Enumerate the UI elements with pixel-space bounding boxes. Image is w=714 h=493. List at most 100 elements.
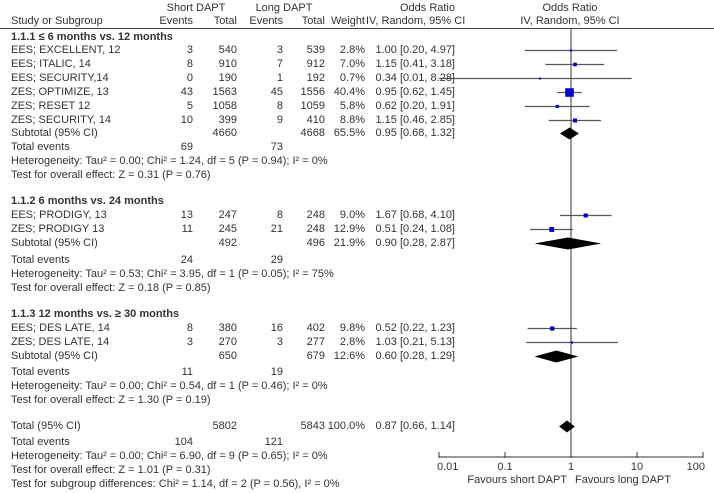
events-long: 8	[276, 100, 283, 112]
pooled-diamond	[534, 350, 579, 363]
weight: 2.8%	[339, 44, 365, 56]
events-long: 3	[276, 44, 283, 56]
total-long: 192	[306, 72, 325, 84]
odds-ratio-ci: 1.00 [0.20, 4.97]	[375, 44, 455, 56]
odds-ratio-ci: 0.90 [0.28, 2.87]	[375, 237, 455, 249]
events-long: 29	[270, 254, 283, 266]
events-long: 9	[276, 114, 283, 126]
odds-ratio-ci: 0.60 [0.28, 1.29]	[375, 350, 455, 362]
events-long: 19	[270, 366, 283, 378]
weight: 65.5%	[333, 127, 365, 139]
odds-ratio-ci: 1.15 [0.46, 2.85]	[375, 114, 455, 126]
total-short: 910	[218, 58, 237, 70]
events-short: 104	[174, 436, 193, 448]
odds-ratio-ci: 1.03 [0.21, 5.13]	[375, 336, 455, 348]
study-marker	[583, 213, 588, 218]
x-tick-label: 100	[687, 461, 705, 473]
odds-ratio-ci: 0.34 [0.01, 8.28]	[375, 72, 455, 84]
total-short: 650	[218, 350, 237, 362]
or-column-title: Odds Ratio	[399, 2, 455, 14]
weight: 21.9%	[333, 237, 365, 249]
odds-ratio-ci: 1.67 [0.68, 4.10]	[375, 209, 455, 221]
study-name: ZES; OPTIMIZE, 13	[11, 86, 109, 98]
study-name: EES; SECURITY,14	[11, 72, 109, 84]
events-short: 3	[186, 44, 193, 56]
total-long: 402	[306, 322, 325, 334]
events-short: 8	[186, 58, 193, 70]
overall-effect-text: Test for overall effect: Z = 0.18 (P = 0…	[11, 282, 211, 294]
total-short: 5802	[212, 420, 237, 432]
total-short: 1563	[212, 86, 237, 98]
study-name: ZES; SECURITY, 14	[11, 114, 112, 126]
x-tick-label: 0.01	[437, 461, 458, 473]
total-long: 1556	[300, 86, 325, 98]
or-column-sub: IV, Random, 95% CI	[366, 15, 466, 27]
study-marker	[550, 326, 555, 331]
total-long: 248	[306, 223, 325, 235]
total-events-label: Total events	[11, 254, 70, 266]
total-short: 270	[218, 336, 237, 348]
heterogeneity-text: Heterogeneity: Tau² = 0.00; Chi² = 1.24,…	[11, 155, 328, 167]
study-name: EES; ITALIC, 14	[11, 58, 91, 70]
odds-ratio-ci: 0.95 [0.62, 1.45]	[375, 86, 455, 98]
weight: 8.8%	[339, 114, 365, 126]
events-long: 21	[270, 223, 283, 235]
subtotal-label: Subtotal (95% CI)	[11, 350, 98, 362]
weight: 7.0%	[339, 58, 365, 70]
events-long: 121	[264, 436, 283, 448]
col-weight: Weight	[330, 15, 365, 27]
pooled-diamond	[559, 127, 579, 140]
heterogeneity-text: Heterogeneity: Tau² = 0.00; Chi² = 0.54,…	[11, 380, 328, 392]
events-short: 43	[180, 86, 193, 98]
study-marker	[569, 49, 573, 52]
total-long: 679	[306, 350, 325, 362]
weight: 2.8%	[339, 336, 365, 348]
total-short: 1058	[212, 100, 237, 112]
weight: 9.8%	[339, 322, 365, 334]
total-label: Total (95% CI)	[11, 420, 81, 432]
favours-left-label: Favours short DAPT	[467, 474, 567, 486]
odds-ratio-ci: 1.15 [0.41, 3.18]	[375, 58, 455, 70]
events-short: 5	[186, 100, 193, 112]
overall-effect-text: Test for overall effect: Z = 1.30 (P = 0…	[11, 394, 211, 406]
total-short: 245	[218, 223, 237, 235]
total-events-label: Total events	[11, 366, 70, 378]
study-marker	[573, 62, 577, 67]
total-short: 540	[218, 44, 237, 56]
total-short: 492	[218, 237, 237, 249]
events-long: 73	[270, 141, 283, 153]
pooled-diamond	[559, 420, 575, 433]
overall-effect-text: Test for overall effect: Z = 1.01 (P = 0…	[11, 464, 211, 476]
events-long: 16	[270, 322, 283, 334]
events-short: 10	[180, 114, 193, 126]
group2-header: Long DAPT	[255, 2, 313, 14]
odds-ratio-ci: 0.95 [0.68, 1.32]	[375, 127, 455, 139]
heterogeneity-text: Heterogeneity: Tau² = 0.00; Chi² = 6.90,…	[11, 450, 328, 462]
weight: 100.0%	[327, 420, 365, 432]
subgroup-title: 1.1.1 ≤ 6 months vs. 12 months	[11, 31, 173, 43]
plot-subtitle: IV, Random, 95% CI	[520, 15, 620, 27]
study-marker	[570, 341, 573, 344]
x-tick-label: 1	[568, 461, 574, 473]
events-short: 24	[180, 254, 193, 266]
study-marker	[555, 104, 559, 109]
col-total2: Total	[301, 15, 325, 27]
total-events-label: Total events	[11, 436, 70, 448]
odds-ratio-ci: 0.62 [0.20, 1.91]	[375, 100, 455, 112]
total-long: 1059	[300, 100, 325, 112]
odds-ratio-ci: 0.51 [0.24, 1.08]	[375, 223, 455, 235]
study-name: ZES; PRODIGY 13	[11, 223, 105, 235]
total-events-label: Total events	[11, 141, 70, 153]
x-tick-label: 10	[631, 461, 643, 473]
total-short: 190	[218, 72, 237, 84]
study-marker	[549, 227, 555, 232]
total-long: 248	[306, 209, 325, 221]
study-name: ZES; RESET 12	[11, 100, 91, 112]
weight: 9.0%	[339, 209, 365, 221]
study-name: EES; PRODIGY, 13	[11, 209, 107, 221]
col-events2: Events	[249, 15, 283, 27]
events-long: 7	[276, 58, 283, 70]
study-name: EES; DES LATE, 14	[11, 322, 110, 334]
events-long: 8	[276, 209, 283, 221]
study-marker	[539, 77, 542, 80]
